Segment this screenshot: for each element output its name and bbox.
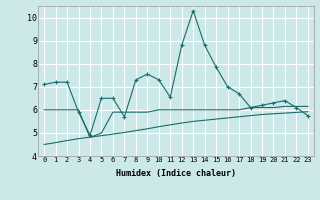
X-axis label: Humidex (Indice chaleur): Humidex (Indice chaleur): [116, 169, 236, 178]
